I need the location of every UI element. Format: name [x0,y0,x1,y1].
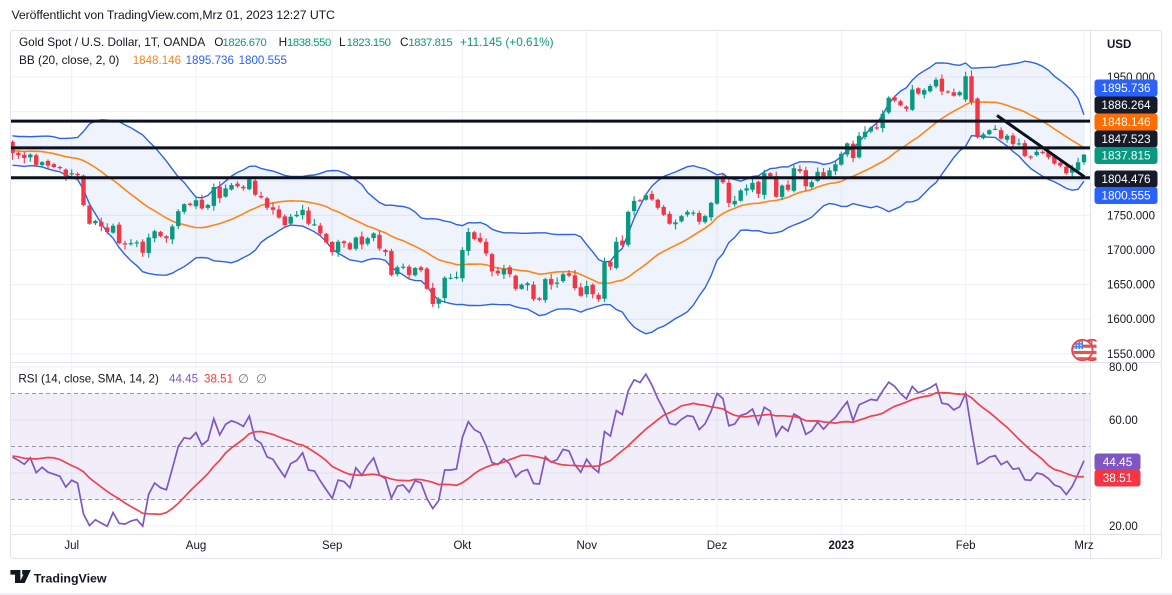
svg-text:1886.264: 1886.264 [1101,98,1151,112]
svg-text:1804.476: 1804.476 [1101,172,1151,186]
svg-text:44.45: 44.45 [169,372,198,385]
svg-text:1600.000: 1600.000 [1107,314,1155,326]
svg-text:1823.150: 1823.150 [347,37,391,49]
svg-text:1800.555: 1800.555 [1101,189,1151,203]
svg-text:1826.670: 1826.670 [223,37,267,49]
svg-text:1848.146: 1848.146 [133,54,181,67]
svg-text:TradingView: TradingView [34,572,107,586]
svg-text:Okt: Okt [453,540,472,552]
svg-text:60.00: 60.00 [1109,415,1138,427]
svg-text:Sep: Sep [322,540,342,552]
svg-text:USD: USD [1107,39,1131,51]
svg-text:1895.736: 1895.736 [186,54,234,67]
svg-text:1837.815: 1837.815 [1101,149,1151,163]
svg-text:1750.000: 1750.000 [1107,210,1155,222]
svg-text:1700.000: 1700.000 [1107,245,1155,257]
svg-text:1838.550: 1838.550 [287,37,331,49]
svg-text:∅: ∅ [238,372,249,386]
svg-text:38.51: 38.51 [204,372,233,385]
svg-text:1800.555: 1800.555 [239,54,287,67]
svg-text:1847.523: 1847.523 [1101,132,1151,146]
svg-text:C: C [400,35,409,49]
svg-text:1837.815: 1837.815 [408,37,452,49]
svg-text:Veröffentlicht von TradingView: Veröffentlicht von TradingView.com,Mrz 0… [12,8,336,22]
svg-text:Aug: Aug [186,540,206,552]
svg-text:L: L [339,35,346,49]
svg-text:20.00: 20.00 [1109,521,1138,533]
svg-text:44.45: 44.45 [1103,455,1133,469]
svg-text:2023: 2023 [829,540,855,552]
svg-text:BB (20, close, 2, 0): BB (20, close, 2, 0) [19,53,119,67]
svg-text:Jul: Jul [64,540,79,552]
svg-text:1895.736: 1895.736 [1101,81,1151,95]
svg-text:1848.146: 1848.146 [1101,115,1151,129]
svg-text:Feb: Feb [956,540,976,552]
svg-text:1650.000: 1650.000 [1107,280,1155,292]
svg-text:Mrz: Mrz [1074,540,1093,552]
svg-text:80.00: 80.00 [1109,362,1138,374]
svg-text:+11.145 (+0.61%): +11.145 (+0.61%) [460,35,554,49]
svg-text:H: H [279,35,288,49]
svg-text:Gold Spot / U.S. Dollar, 1T, O: Gold Spot / U.S. Dollar, 1T, OANDA [19,35,205,49]
svg-text:Nov: Nov [577,540,598,552]
svg-text:RSI (14, close, SMA, 14, 2): RSI (14, close, SMA, 14, 2) [18,372,159,385]
svg-text:1550.000: 1550.000 [1107,349,1155,361]
svg-text:Dez: Dez [707,540,728,552]
svg-text:∅: ∅ [256,372,267,386]
svg-text:38.51: 38.51 [1103,471,1133,485]
svg-text:O: O [214,35,223,49]
